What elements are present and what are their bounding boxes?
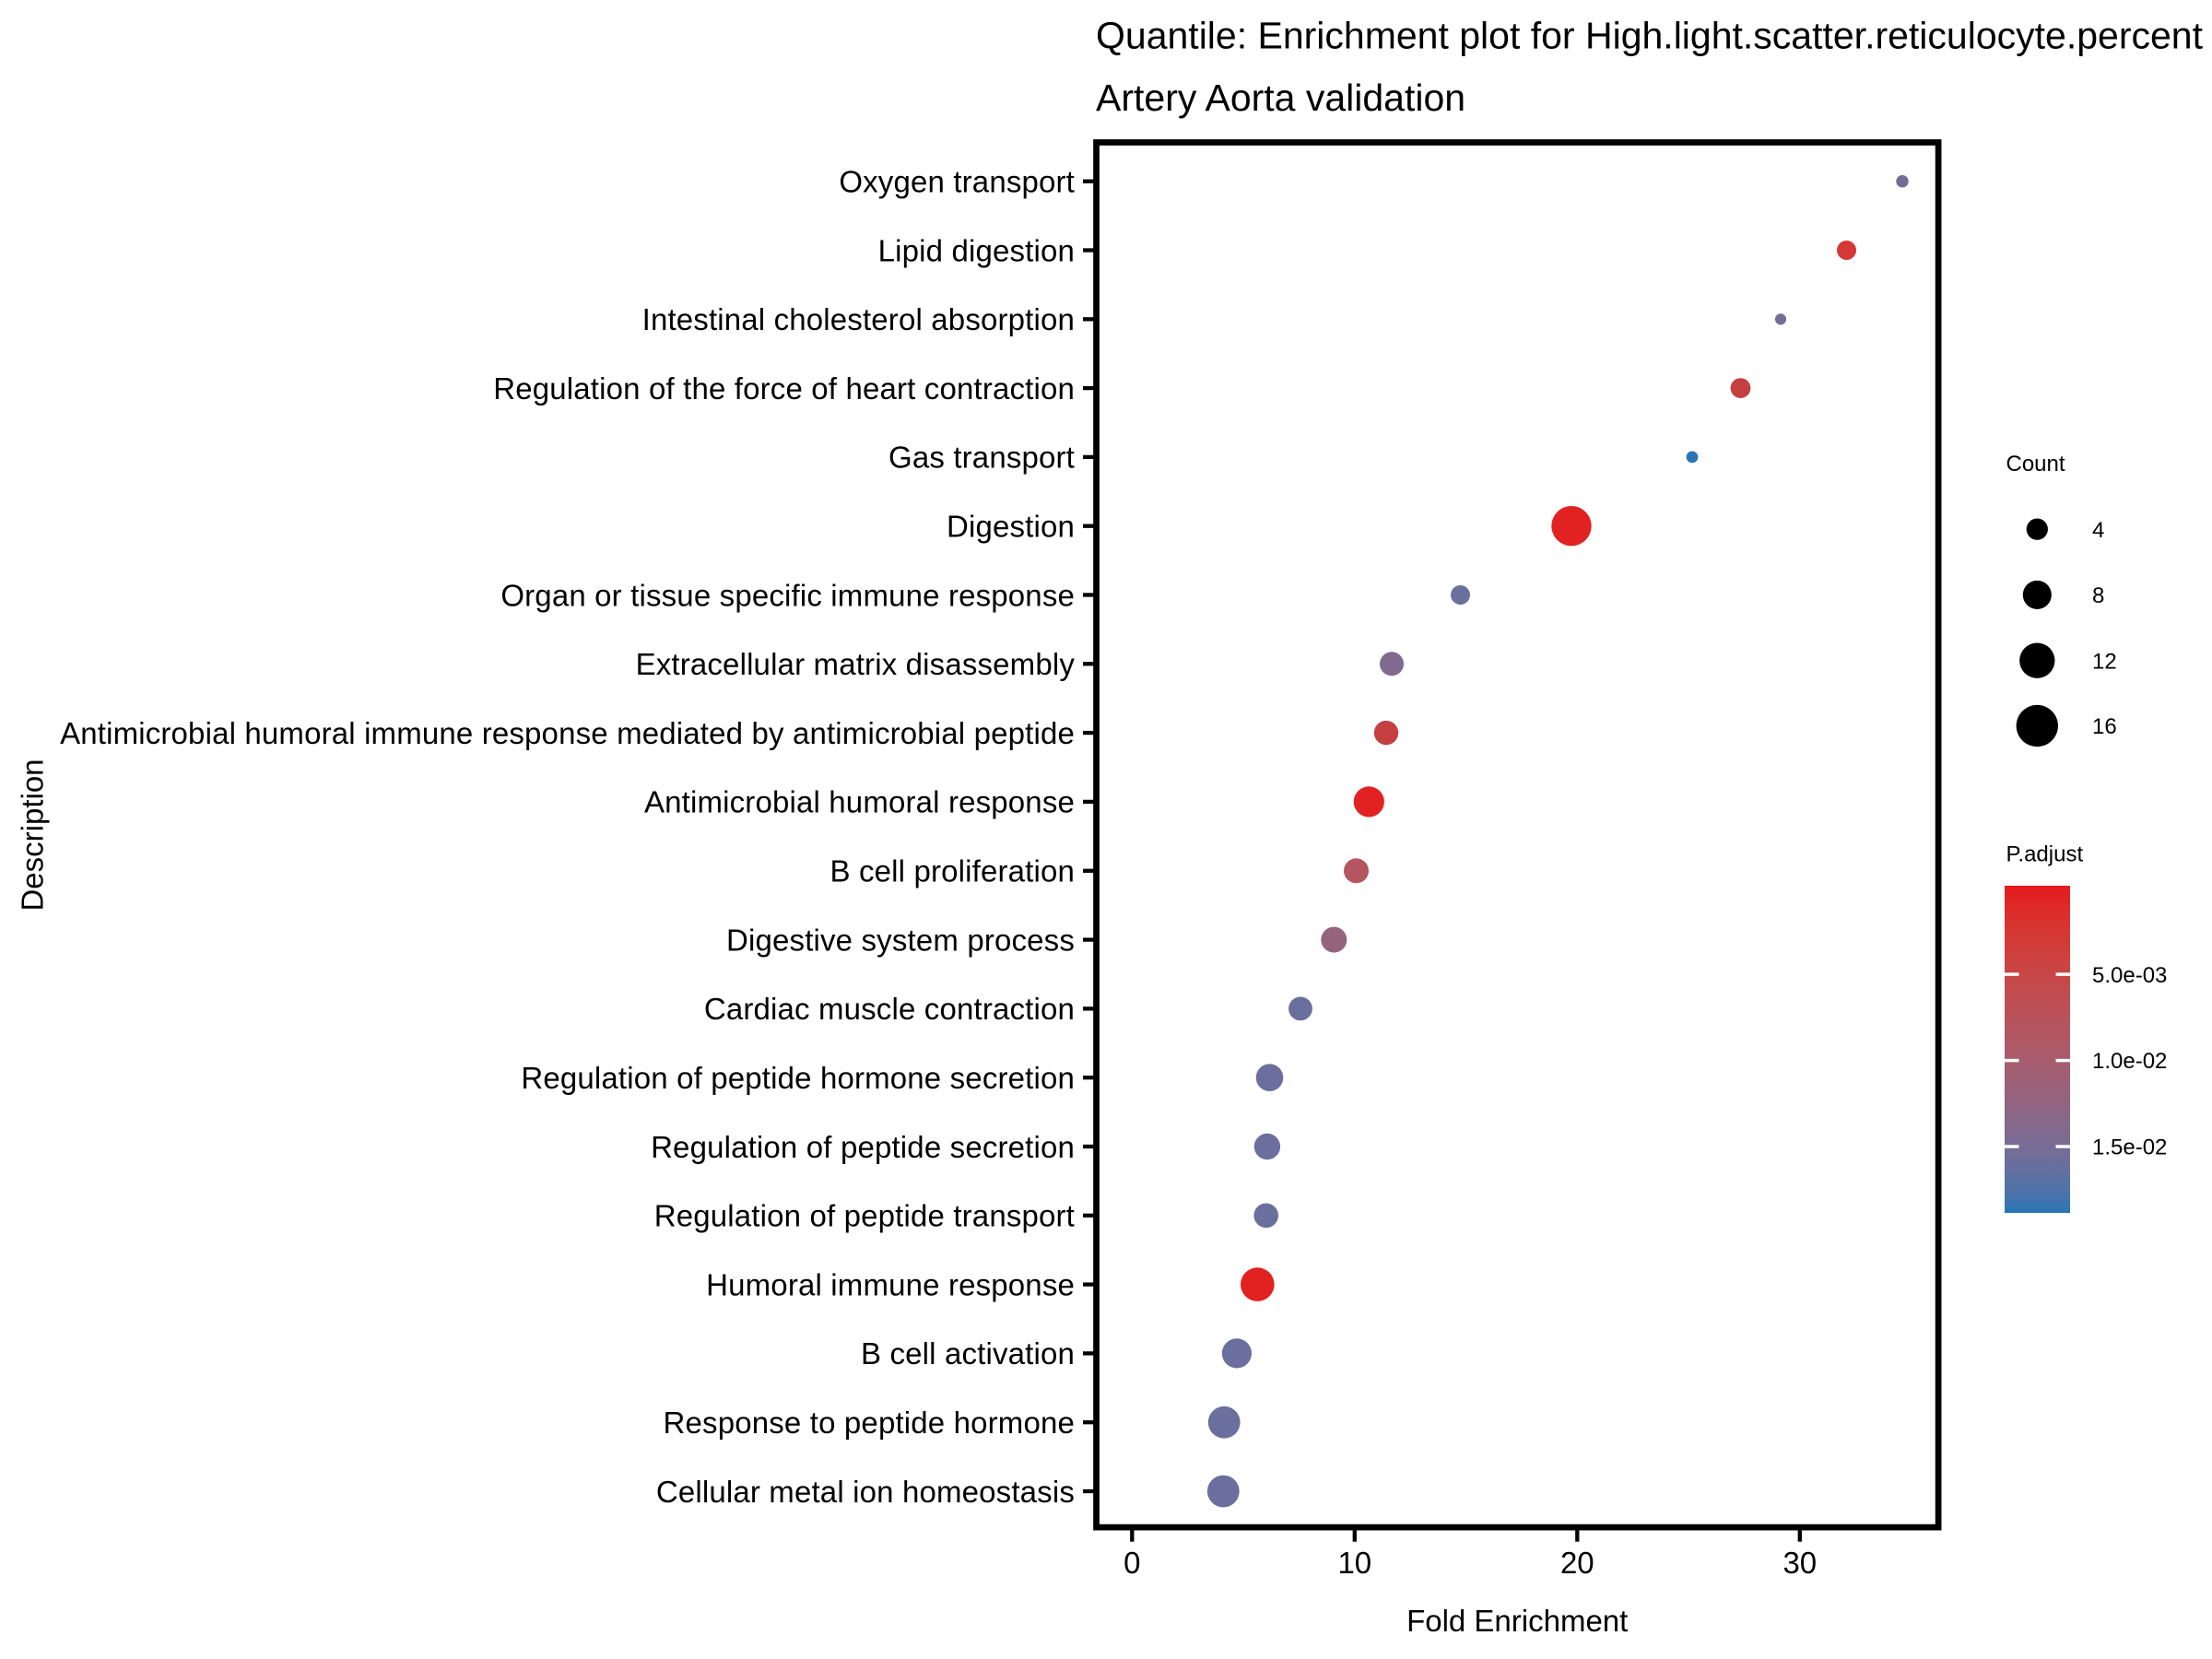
svg-text:Organ or tissue specific immun: Organ or tissue specific immune response: [500, 578, 1075, 612]
svg-text:Antimicrobial humoral response: Antimicrobial humoral response: [644, 785, 1075, 819]
svg-text:B cell proliferation: B cell proliferation: [830, 854, 1076, 888]
svg-text:20: 20: [1560, 1546, 1594, 1580]
svg-text:8: 8: [2092, 583, 2104, 608]
svg-text:Quantile: Enrichment plot for: Quantile: Enrichment plot for High.light…: [1096, 15, 2204, 57]
svg-text:Digestive system process: Digestive system process: [726, 923, 1075, 957]
svg-text:Antimicrobial humoral immune r: Antimicrobial humoral immune response me…: [60, 716, 1075, 750]
svg-text:Oxygen transport: Oxygen transport: [839, 165, 1075, 199]
svg-text:Intestinal cholesterol absorpt: Intestinal cholesterol absorption: [642, 302, 1075, 336]
svg-text:Gas transport: Gas transport: [888, 441, 1075, 475]
svg-text:Cardiac muscle contraction: Cardiac muscle contraction: [704, 992, 1075, 1026]
svg-text:Description: Description: [16, 759, 50, 911]
svg-text:Count: Count: [2006, 452, 2065, 477]
svg-text:Extracellular matrix disassemb: Extracellular matrix disassembly: [636, 647, 1076, 681]
svg-text:Regulation of peptide transpor: Regulation of peptide transport: [654, 1199, 1075, 1233]
svg-text:Humoral immune response: Humoral immune response: [706, 1267, 1075, 1301]
svg-text:1.5e-02: 1.5e-02: [2092, 1135, 2167, 1160]
svg-text:1.0e-02: 1.0e-02: [2092, 1049, 2167, 1074]
svg-text:Lipid digestion: Lipid digestion: [878, 233, 1075, 267]
svg-text:Artery Aorta validation: Artery Aorta validation: [1096, 76, 1465, 119]
svg-text:B cell activation: B cell activation: [861, 1336, 1075, 1371]
svg-text:P.adjust: P.adjust: [2006, 842, 2084, 867]
svg-text:4: 4: [2092, 518, 2104, 543]
svg-text:12: 12: [2092, 649, 2117, 674]
svg-text:5.0e-03: 5.0e-03: [2092, 963, 2167, 988]
svg-text:0: 0: [1124, 1546, 1140, 1580]
svg-text:Regulation of peptide secretio: Regulation of peptide secretion: [651, 1130, 1075, 1164]
svg-text:Digestion: Digestion: [947, 510, 1075, 544]
svg-text:Regulation of peptide hormone: Regulation of peptide hormone secretion: [521, 1061, 1075, 1095]
svg-text:Fold Enrichment: Fold Enrichment: [1406, 1604, 1628, 1638]
svg-text:Response to peptide hormone: Response to peptide hormone: [664, 1406, 1075, 1440]
svg-text:30: 30: [1783, 1546, 1817, 1580]
svg-text:Regulation of the force of hea: Regulation of the force of heart contrac…: [493, 371, 1075, 406]
svg-text:16: 16: [2092, 714, 2117, 739]
svg-text:10: 10: [1337, 1546, 1371, 1580]
svg-text:Cellular metal ion homeostasis: Cellular metal ion homeostasis: [656, 1475, 1075, 1509]
